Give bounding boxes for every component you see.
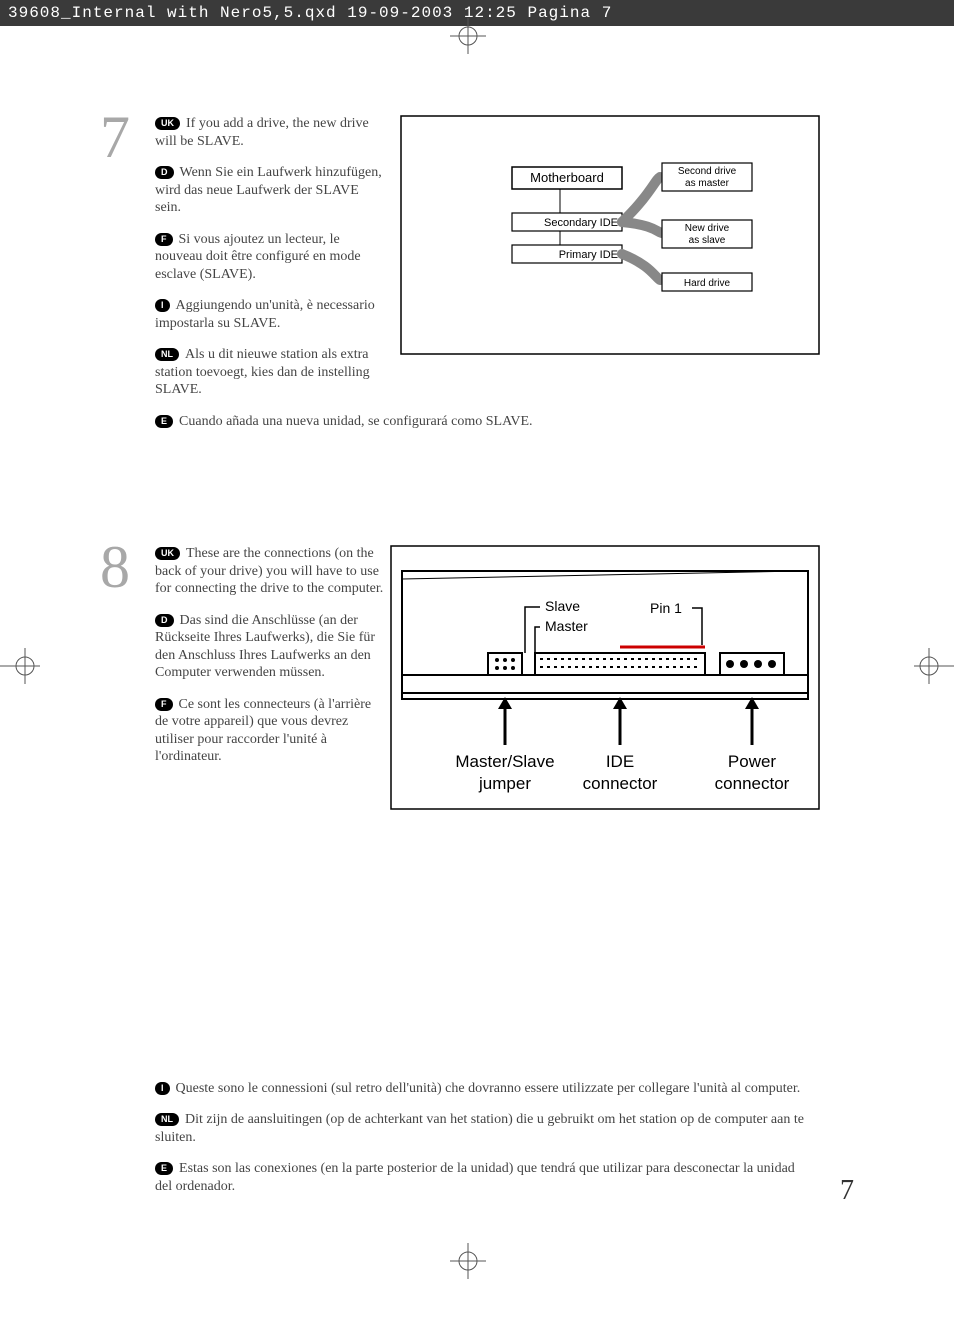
paragraph-text: Aggiungendo un'unità, è necessario impos… (155, 298, 375, 331)
lang-badge: D (155, 614, 174, 627)
page-number: 7 (840, 1175, 854, 1207)
svg-text:Primary IDE: Primary IDE (559, 249, 618, 261)
svg-text:New drive: New drive (685, 223, 730, 234)
paragraph-text: Wenn Sie ein Laufwerk hinzufügen, wird d… (155, 165, 382, 215)
lang-badge: UK (155, 117, 180, 130)
svg-text:as master: as master (685, 178, 730, 189)
paragraph-text: Dit zijn de aansluitingen (op de achterk… (155, 1112, 804, 1145)
svg-text:Master: Master (545, 618, 588, 634)
motherboard-diagram: Motherboard Secondary IDE Primary IDE Se… (400, 115, 820, 355)
registration-mark-icon (914, 648, 954, 684)
paragraph: DDas sind die Anschlüsse (an der Rücksei… (155, 612, 385, 682)
paragraph: IAggiungendo un'unità, è necessario impo… (155, 297, 385, 332)
svg-text:IDE: IDE (606, 752, 634, 771)
registration-mark-icon (0, 648, 40, 684)
svg-text:Power: Power (728, 752, 777, 771)
drive-connectors-diagram: Slave Master Pin 1 Master/Slave jumper I… (390, 545, 820, 810)
step-number: 8 (100, 533, 130, 602)
lang-badge: E (155, 1162, 173, 1175)
paragraph: EEstas son las conexiones (en la parte p… (155, 1160, 805, 1195)
paragraph-text: Queste sono le connessioni (sul retro de… (176, 1081, 801, 1096)
paragraph-text: Estas son las conexiones (en la parte po… (155, 1161, 795, 1194)
svg-text:Secondary IDE: Secondary IDE (544, 217, 618, 229)
step-number: 7 (100, 103, 130, 172)
paragraph-text: Das sind die Anschlüsse (an der Rückseit… (155, 613, 375, 681)
text-column: UKThese are the connections (on the back… (155, 545, 385, 766)
svg-text:Hard drive: Hard drive (684, 278, 731, 289)
svg-text:as slave: as slave (689, 235, 726, 246)
svg-text:Slave: Slave (545, 598, 580, 614)
page-content: 7 UKIf you add a drive, the new drive wi… (100, 115, 860, 1310)
lang-badge: UK (155, 547, 180, 560)
paragraph: FSi vous ajoutez un lecteur, le nouveau … (155, 231, 385, 284)
svg-text:Motherboard: Motherboard (530, 170, 604, 185)
svg-text:connector: connector (583, 774, 658, 793)
paragraph-text: Als u dit nieuwe station als extra stati… (155, 347, 370, 397)
lang-badge: D (155, 166, 174, 179)
lang-badge: NL (155, 348, 179, 361)
paragraph: UKIf you add a drive, the new drive will… (155, 115, 385, 150)
section-8: 8 UKThese are the connections (on the ba… (100, 545, 860, 1195)
lang-badge: I (155, 1082, 170, 1095)
svg-text:Master/Slave: Master/Slave (455, 752, 554, 771)
lang-badge: I (155, 299, 170, 312)
paragraph-text: Si vous ajoutez un lecteur, le nouveau d… (155, 232, 361, 282)
section-7: 7 UKIf you add a drive, the new drive wi… (100, 115, 860, 430)
svg-text:Second drive: Second drive (678, 166, 737, 177)
paragraph-text: Ce sont les connecteurs (à l'arrière de … (155, 697, 371, 765)
paragraph-text: If you add a drive, the new drive will b… (155, 116, 369, 149)
paragraph-text: Cuando añada una nueva unidad, se config… (179, 414, 533, 429)
svg-text:connector: connector (715, 774, 790, 793)
paragraph: NLDit zijn de aansluitingen (op de achte… (155, 1111, 805, 1146)
lang-badge: E (155, 415, 173, 428)
paragraph: DWenn Sie ein Laufwerk hinzufügen, wird … (155, 164, 385, 217)
lang-badge: F (155, 233, 173, 246)
paragraph: I Queste sono le connessioni (sul retro d… (155, 1080, 805, 1098)
lang-badge: F (155, 698, 173, 711)
registration-mark-icon (450, 18, 486, 54)
paragraph: FCe sont les connecteurs (à l'arrière de… (155, 696, 385, 766)
paragraph: NLAls u dit nieuwe station als extra sta… (155, 346, 385, 399)
text-column: UKIf you add a drive, the new drive will… (155, 115, 385, 399)
paragraph: UKThese are the connections (on the back… (155, 545, 385, 598)
svg-text:jumper: jumper (478, 774, 531, 793)
paragraph: E Cuando añada una nueva unidad, se confi… (155, 413, 805, 431)
lang-badge: NL (155, 1113, 179, 1126)
paragraph-text: These are the connections (on the back o… (155, 546, 383, 596)
svg-text:Pin 1: Pin 1 (650, 600, 682, 616)
